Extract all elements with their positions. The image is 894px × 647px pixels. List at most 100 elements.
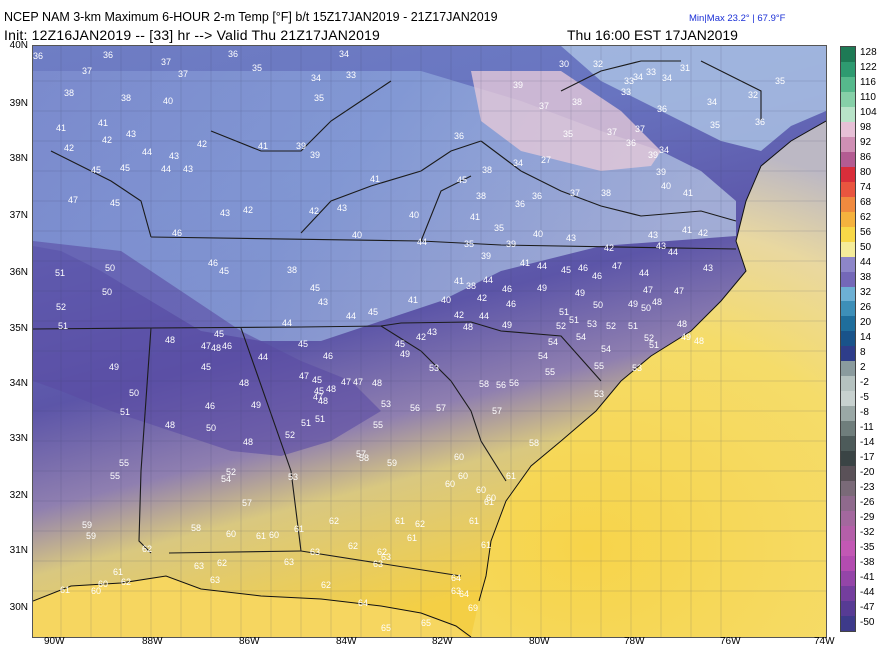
- station-temp: 65: [421, 618, 431, 628]
- color-scale-label: 86: [860, 152, 872, 164]
- station-temp: 58: [479, 379, 489, 389]
- station-temp: 35: [710, 120, 720, 130]
- station-temp: 49: [109, 362, 119, 372]
- station-temp: 42: [64, 143, 74, 153]
- station-temp: 47: [674, 286, 684, 296]
- color-swatch: [841, 436, 855, 452]
- station-temp: 60: [486, 493, 496, 503]
- station-temp: 53: [632, 363, 642, 373]
- color-scale-label: -14: [860, 436, 875, 448]
- station-temp: 36: [515, 199, 525, 209]
- station-temp: 47: [341, 377, 351, 387]
- color-swatch: [841, 376, 855, 392]
- station-temp: 45: [395, 339, 405, 349]
- station-temp: 33: [646, 67, 656, 77]
- station-temp: 36: [103, 50, 113, 60]
- color-swatch: [841, 496, 855, 512]
- station-temp: 35: [314, 93, 324, 103]
- lat-label: 32N: [9, 490, 28, 501]
- station-temp: 47: [201, 341, 211, 351]
- color-scale-label: 128: [860, 47, 877, 59]
- lon-label: 80W: [529, 636, 550, 647]
- station-temp: 62: [377, 547, 387, 557]
- station-temp: 44: [417, 237, 427, 247]
- color-swatch: [841, 406, 855, 422]
- station-temp: 43: [427, 327, 437, 337]
- station-temp: 53: [381, 399, 391, 409]
- valid-local-time: Thu 16:00 EST 17JAN2019: [567, 27, 738, 43]
- color-scale-label: 2: [860, 361, 866, 373]
- station-temp: 35: [494, 223, 504, 233]
- color-swatch: [841, 166, 855, 182]
- station-temp: 50: [641, 303, 651, 313]
- station-temp: 46: [506, 299, 516, 309]
- station-temp: 48: [372, 378, 382, 388]
- station-temp: 48: [326, 384, 336, 394]
- station-temp: 52: [606, 321, 616, 331]
- station-temp: 44: [161, 164, 171, 174]
- station-temp: 34: [662, 73, 672, 83]
- station-temp: 52: [226, 467, 236, 477]
- color-swatch: [841, 481, 855, 497]
- station-temp: 43: [183, 164, 193, 174]
- station-temp: 61: [484, 497, 494, 507]
- station-temp: 41: [682, 225, 692, 235]
- color-swatch: [841, 316, 855, 332]
- station-temp: 42: [243, 205, 253, 215]
- chart-title: NCEP NAM 3-km Maximum 6-HOUR 2-m Temp [°…: [4, 10, 498, 24]
- station-temp: 42: [604, 243, 614, 253]
- station-temp: 48: [165, 335, 175, 345]
- lon-label: 84W: [336, 636, 357, 647]
- state-borders: [33, 60, 762, 577]
- station-temp: 44: [479, 311, 489, 321]
- station-temp: 62: [415, 519, 425, 529]
- station-temp: 47: [643, 285, 653, 295]
- station-temp: 50: [129, 388, 139, 398]
- color-scale-label: -38: [860, 556, 875, 568]
- station-temp: 35: [464, 239, 474, 249]
- station-temp: 48: [243, 437, 253, 447]
- color-swatch: [841, 346, 855, 362]
- color-scale-label: 62: [860, 212, 872, 224]
- station-temp: 41: [470, 212, 480, 222]
- station-temp: 60: [445, 479, 455, 489]
- station-temp: 55: [545, 367, 555, 377]
- station-temp: 63: [194, 561, 204, 571]
- station-temp: 45: [457, 175, 467, 185]
- color-swatch: [841, 196, 855, 212]
- station-temp: 48: [652, 297, 662, 307]
- color-scale-label: -5: [860, 391, 869, 403]
- station-temp: 63: [310, 547, 320, 557]
- station-temp: 45: [214, 329, 224, 339]
- station-temp: 41: [683, 188, 693, 198]
- color-scale-label: 56: [860, 227, 872, 239]
- color-swatch: [841, 526, 855, 541]
- station-temp: 45: [561, 265, 571, 275]
- station-temp: 43: [703, 263, 713, 273]
- station-temp: 38: [121, 93, 131, 103]
- color-scale-label: -44: [860, 586, 875, 598]
- color-swatch: [841, 570, 855, 586]
- station-temp: 55: [119, 458, 129, 468]
- station-temp: 37: [178, 69, 188, 79]
- station-temp: 55: [110, 471, 120, 481]
- station-temp: 44: [483, 275, 493, 285]
- station-temp: 33: [624, 76, 634, 86]
- station-temp: 45: [201, 362, 211, 372]
- color-swatch: [841, 61, 855, 77]
- station-temp: 49: [628, 299, 638, 309]
- station-temp: 57: [436, 403, 446, 413]
- color-scale-label: 44: [860, 257, 872, 269]
- color-scale-label: 8: [860, 346, 866, 358]
- station-temp: 54: [548, 337, 558, 347]
- station-temp: 47: [353, 377, 363, 387]
- lon-label: 76W: [720, 636, 741, 647]
- station-temp: 49: [400, 349, 410, 359]
- station-temp: 48: [677, 319, 687, 329]
- station-temp: 45: [120, 163, 130, 173]
- lon-label: 82W: [432, 636, 453, 647]
- station-temp: 46: [222, 341, 232, 351]
- color-swatch: [841, 241, 855, 257]
- station-temp: 37: [82, 66, 92, 76]
